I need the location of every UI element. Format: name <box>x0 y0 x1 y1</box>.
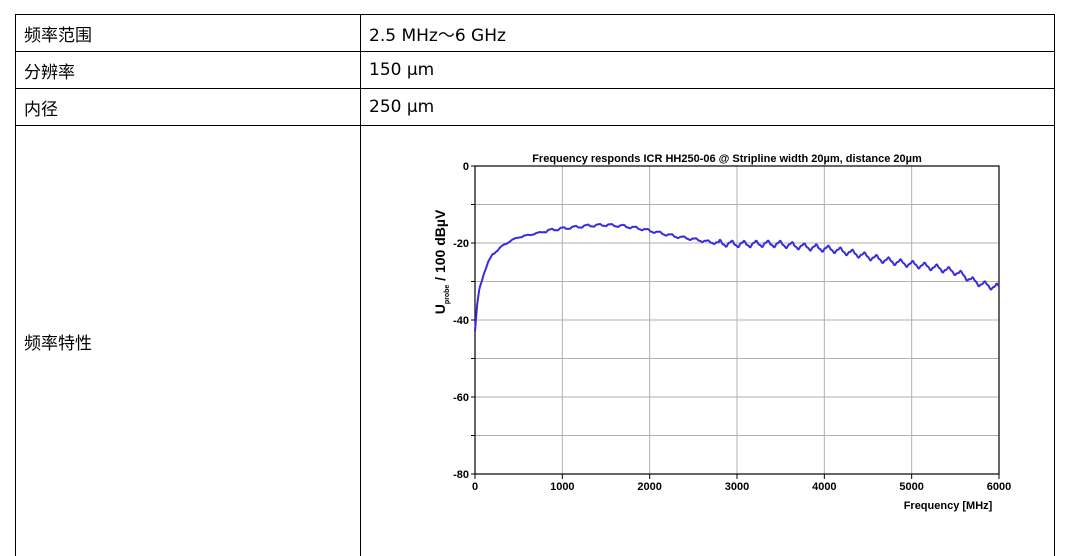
y-tick-label: -80 <box>453 469 469 481</box>
x-tick-label: 2000 <box>637 481 661 493</box>
frequency-response-chart: 0 1000 2000 3000 4000 5000 6000 0 -20 -40 -60 -80 Fr… <box>361 126 1045 556</box>
spec-value-cell: 150 µm <box>361 52 1055 89</box>
y-tick-label: -60 <box>453 392 469 404</box>
spec-value-cell: 2.5 MHz～6 GHz <box>361 15 1055 52</box>
table-row: 内径 250 µm <box>16 89 1055 126</box>
table-row: 分辨率 150 µm <box>16 52 1055 89</box>
x-tick-label: 4000 <box>812 481 836 493</box>
table-row: 频率范围 2.5 MHz～6 GHz <box>16 15 1055 52</box>
x-tick-label: 0 <box>472 481 478 493</box>
x-tick-label: 1000 <box>550 481 574 493</box>
y-tick-label: -20 <box>453 238 469 250</box>
x-axis-label: Frequency [MHz] <box>904 500 993 512</box>
chart-title: Frequency responds ICR HH250-06 @ Stripl… <box>532 153 922 165</box>
spec-key-cell: 内径 <box>16 89 361 126</box>
spec-key-cell: 频率特性 <box>16 126 361 556</box>
y-tick-label: 0 <box>463 161 469 173</box>
y-tick-label: -40 <box>453 315 469 327</box>
x-tick-label: 6000 <box>987 481 1011 493</box>
chart-cell: 0 1000 2000 3000 4000 5000 6000 0 -20 -40 -60 -80 Fr… <box>361 126 1055 556</box>
spec-key-cell: 频率范围 <box>16 15 361 52</box>
table-row: 频率特性 0 1000 2000 3000 4000 5000 6000 0 -20 -40 -60… <box>16 126 1055 556</box>
y-axis-label: Uprobe / 100 dBµV <box>432 209 451 314</box>
spec-value-cell: 250 µm <box>361 89 1055 126</box>
spec-table: 频率范围 2.5 MHz～6 GHz 分辨率 150 µm 内径 250 µm … <box>15 14 1055 556</box>
spec-key-cell: 分辨率 <box>16 52 361 89</box>
x-tick-label: 3000 <box>725 481 749 493</box>
x-tick-label: 5000 <box>899 481 923 493</box>
